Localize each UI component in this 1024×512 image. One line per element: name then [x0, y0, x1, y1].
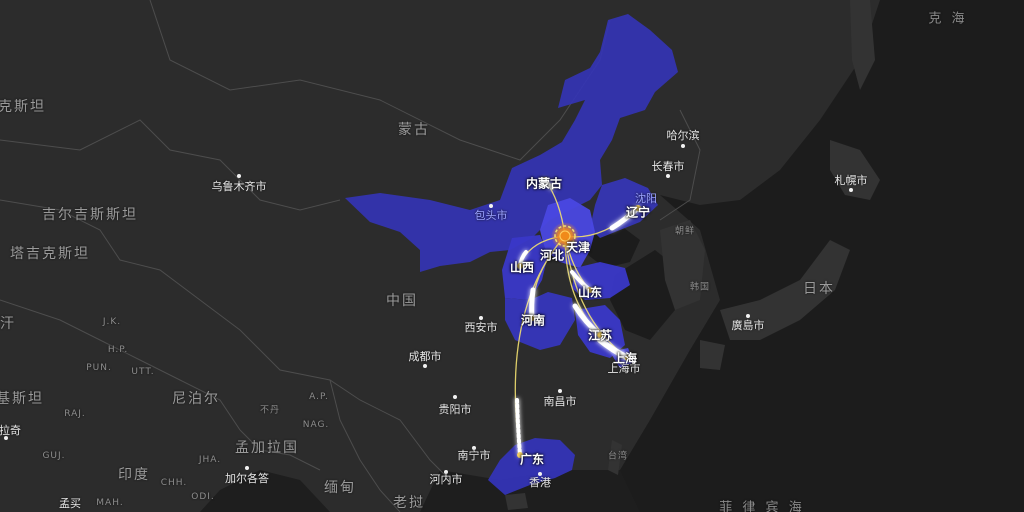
region-shandong: [572, 262, 630, 300]
hainan: [505, 493, 528, 510]
taiwan: [608, 440, 622, 475]
flow-label-jiangsu[interactable]: 江苏: [587, 328, 613, 343]
japan-honshu: [720, 240, 850, 340]
flow-label-henan[interactable]: 河南: [520, 313, 546, 328]
label-mah: MAH.: [96, 498, 124, 508]
city-dot: [453, 395, 457, 399]
label-chh: CHH.: [160, 478, 188, 488]
label-pakistan: 基斯坦: [0, 391, 44, 407]
label-south-korea: 韩国: [689, 282, 711, 293]
city-dot: [245, 466, 249, 470]
city-dot: [472, 446, 476, 450]
city-hiroshima: 廣島市: [731, 319, 765, 332]
region-guangdong: [488, 438, 575, 495]
city-harbin: 哈尔滨: [666, 129, 700, 142]
city-nanchang: 南昌市: [543, 395, 577, 408]
sakhalin: [850, 0, 875, 90]
label-nepal: 尼泊尔: [172, 391, 220, 407]
region-henan: [505, 292, 575, 350]
japan-hokkaido: [830, 140, 880, 200]
ocean-area: [600, 0, 1024, 512]
city-guiyang: 贵阳市: [438, 403, 472, 416]
flow-label-shanghai[interactable]: 上海: [612, 351, 638, 366]
label-pun: PUN.: [86, 363, 112, 373]
origin-marker: [551, 222, 579, 250]
label-guj: GUJ.: [42, 451, 66, 461]
city-dot: [746, 314, 750, 318]
flow-label-shandong[interactable]: 山东: [577, 285, 603, 300]
city-dot: [237, 174, 241, 178]
city-kolkata: 加尔各答: [225, 472, 269, 485]
city-dot: [558, 389, 562, 393]
label-myanmar: 缅甸: [324, 480, 356, 496]
label-north-korea: 朝鲜: [674, 226, 696, 237]
city-hanoi: 河内市: [429, 473, 463, 486]
flow-label-hebei[interactable]: 河北: [539, 248, 565, 263]
city-xian: 西安市: [464, 321, 498, 334]
flow-label-tianjin[interactable]: 天津: [565, 240, 591, 255]
region-neimenggu: [345, 14, 678, 272]
label-jk: J.K.: [102, 317, 122, 327]
trail-guangdong: [515, 398, 522, 457]
label-hp: H.P.: [107, 345, 129, 355]
city-sapporo: 札幌市: [834, 174, 868, 187]
label-bhutan: 不丹: [259, 405, 281, 416]
japan-kyushu: [700, 340, 725, 370]
city-dot: [666, 174, 670, 178]
region-liaoning: [590, 178, 658, 238]
target-dots: [517, 177, 641, 458]
label-kazakhstan: 克斯坦: [0, 99, 46, 115]
label-bangladesh: 孟加拉国: [235, 440, 299, 456]
label-sea-north: 克 海: [928, 11, 968, 27]
city-nanning: 南宁市: [457, 449, 491, 462]
city-dot: [538, 472, 542, 476]
flow-label-shanxi[interactable]: 山西: [509, 260, 535, 275]
city-karachi: 拉奇: [0, 424, 21, 437]
label-kyrgyzstan: 吉尔吉斯斯坦: [42, 207, 138, 223]
city-dot: [423, 364, 427, 368]
label-utt: UTT.: [131, 367, 155, 377]
city-dot: [681, 144, 685, 148]
label-philippine-sea: 菲 律 宾 海: [719, 500, 805, 512]
korea: [660, 220, 705, 310]
label-taiwan: 台湾: [607, 451, 629, 462]
city-dot: [489, 204, 493, 208]
label-mongolia: 蒙古: [398, 122, 430, 138]
bay-of-bengal: [200, 470, 330, 512]
city-hongkong: 香港: [529, 476, 551, 489]
flow-label-liaoning[interactable]: 辽宁: [625, 205, 651, 220]
city-dot: [849, 188, 853, 192]
label-tajikistan: 塔吉克斯坦: [10, 246, 90, 262]
label-laos: 老挝: [393, 495, 425, 511]
city-mumbai: 孟买: [59, 497, 81, 510]
label-nag: NAG.: [302, 420, 330, 430]
label-china: 中国: [386, 293, 418, 309]
trail-jiangsu: [572, 303, 603, 338]
label-jha: JHA.: [198, 455, 222, 465]
city-urumqi: 乌鲁木齐市: [211, 180, 267, 193]
city-dot: [479, 316, 483, 320]
city-changchun: 长春市: [651, 160, 685, 173]
city-shenyang: 沈阳: [635, 192, 657, 205]
flow-label-neimenggu[interactable]: 内蒙古: [525, 176, 563, 191]
label-afghan-fragment: 汗: [0, 316, 16, 332]
label-odi: ODI.: [191, 492, 215, 502]
flow-label-guangdong[interactable]: 广东: [519, 452, 545, 467]
city-baotou: 包头市: [474, 209, 508, 222]
city-dot: [444, 470, 448, 474]
label-ap: A.P.: [309, 392, 329, 402]
label-raj: RAJ.: [64, 409, 86, 419]
city-dot: [4, 436, 8, 440]
south-sea: [420, 470, 640, 512]
label-india: 印度: [118, 467, 150, 483]
yellow-sea: [610, 250, 680, 340]
city-shanghai: 上海市: [607, 362, 641, 375]
city-chengdu: 成都市: [408, 350, 442, 363]
label-japan: 日本: [803, 281, 835, 297]
